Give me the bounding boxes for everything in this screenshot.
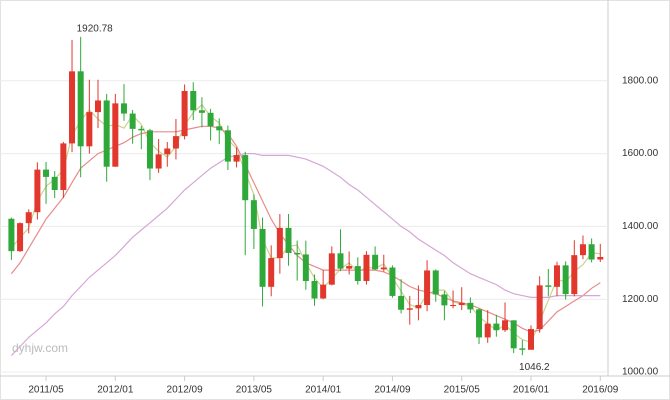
- candle-body: [198, 110, 205, 113]
- candle-body: [337, 253, 344, 269]
- candle-body: [536, 285, 543, 330]
- candle-body: [164, 148, 171, 155]
- candle-body: [17, 223, 24, 252]
- candle-body: [112, 103, 119, 167]
- candle-body: [285, 227, 292, 253]
- candle-body: [380, 267, 387, 270]
- candle-body: [467, 302, 474, 310]
- x-tick-label: 2016/09: [582, 385, 619, 396]
- candle-body: [476, 309, 483, 338]
- candle-body: [571, 255, 578, 295]
- candle-body: [181, 90, 188, 137]
- candle-body: [372, 254, 379, 270]
- y-tick-label: 1400.00: [622, 221, 659, 232]
- annotation: 1046.2: [519, 362, 550, 373]
- candle-body: [579, 244, 586, 256]
- candle-body: [242, 155, 249, 201]
- candle-body: [103, 100, 110, 167]
- candle-body: [441, 294, 448, 306]
- x-tick-label: 2011/05: [28, 385, 64, 396]
- x-tick-label: 2014/09: [374, 385, 411, 396]
- x-tick-label: 2016/01: [513, 385, 550, 396]
- candle-body: [320, 284, 327, 299]
- y-tick-label: 1200.00: [622, 294, 659, 305]
- candle-body: [268, 258, 275, 287]
- candle-body: [588, 244, 595, 260]
- candle-body: [207, 112, 214, 127]
- candle-body: [276, 227, 283, 259]
- candle-body: [95, 100, 101, 113]
- candle-body: [553, 265, 560, 287]
- annotation: 1920.78: [77, 23, 114, 34]
- candle-body: [250, 200, 257, 229]
- moving-average: [10, 153, 601, 357]
- candle-body: [69, 71, 76, 144]
- candle-body: [424, 270, 431, 306]
- candle-body: [8, 218, 15, 252]
- candle-body: [346, 266, 353, 269]
- candle-body: [562, 265, 569, 295]
- candle-body: [120, 103, 127, 114]
- candle-body: [545, 285, 552, 287]
- candle-body: [519, 348, 526, 350]
- candle-body: [34, 169, 41, 213]
- candle-body: [311, 281, 318, 299]
- candle-body: [484, 323, 491, 338]
- candle-body: [233, 155, 240, 162]
- candle-body: [389, 267, 396, 296]
- candle-body: [155, 154, 162, 169]
- y-tick-label: 1000.00: [622, 367, 659, 378]
- y-tick-label: 1800.00: [622, 75, 659, 86]
- x-tick-label: 2014/01: [305, 385, 342, 396]
- candle-body: [415, 305, 422, 309]
- candle-body: [363, 254, 370, 281]
- y-tick-label: 1600.00: [622, 148, 659, 159]
- candle-body: [458, 302, 465, 306]
- candle-body: [450, 305, 457, 307]
- x-tick-label: 2013/05: [236, 385, 273, 396]
- candle-body: [406, 308, 413, 310]
- candle-body: [216, 126, 223, 131]
- candle-body: [172, 136, 179, 149]
- candle-body: [190, 90, 197, 111]
- candle-body: [302, 254, 309, 281]
- candle-body: [432, 270, 439, 295]
- candle-body: [502, 320, 509, 331]
- candle-body: [510, 320, 517, 349]
- candle-body: [138, 128, 145, 131]
- candle-body: [294, 252, 301, 255]
- candle-body: [259, 228, 266, 287]
- candle-body: [86, 112, 93, 147]
- x-tick-label: 2012/09: [167, 385, 204, 396]
- candle-body: [224, 130, 231, 162]
- candle-body: [328, 253, 335, 285]
- candle-body: [25, 212, 32, 224]
- x-tick-label: 2012/01: [97, 385, 134, 396]
- candle-body: [60, 143, 67, 190]
- x-tick-label: 2015/05: [444, 385, 481, 396]
- candle-body: [51, 176, 58, 190]
- candle-body: [528, 329, 534, 350]
- candle-body: [354, 266, 361, 281]
- candle-body: [129, 113, 136, 129]
- candle-body: [398, 295, 405, 310]
- candle-body: [77, 71, 84, 147]
- watermark: dyhjw.com: [12, 341, 68, 355]
- candle-body: [146, 130, 153, 169]
- candle-body: [597, 256, 604, 260]
- candle-body: [493, 323, 500, 331]
- candle-body: [43, 169, 50, 177]
